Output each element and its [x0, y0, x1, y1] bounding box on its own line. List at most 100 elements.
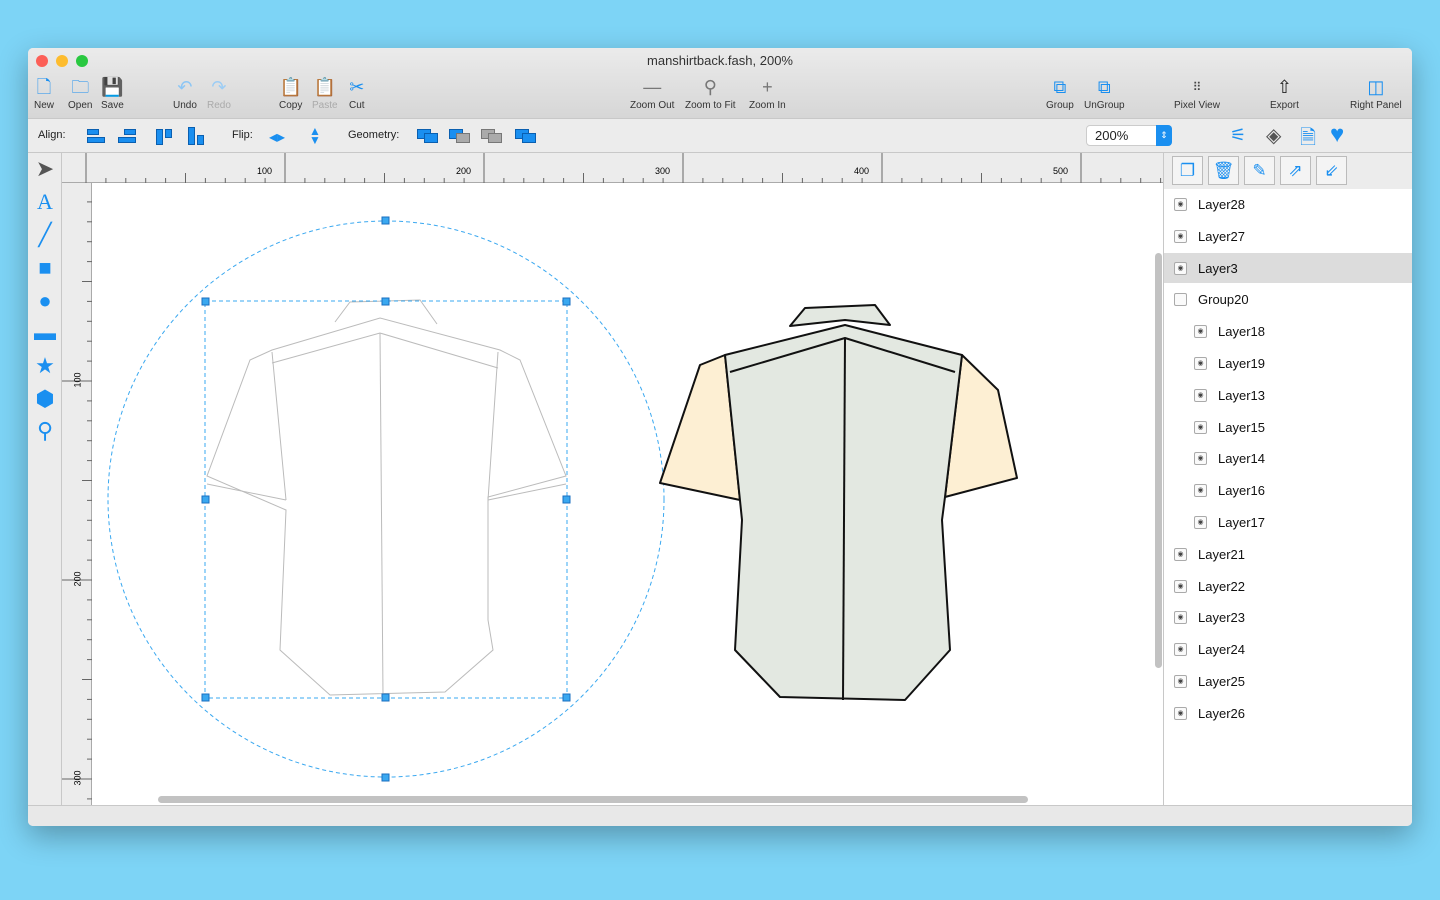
union-button[interactable] [417, 127, 439, 145]
duplicate-layer-button[interactable]: ❐ [1172, 156, 1203, 185]
zoom-button[interactable] [76, 55, 88, 67]
intersect-button[interactable] [481, 127, 503, 145]
eye-icon[interactable]: ◉ [1174, 706, 1187, 720]
ungroup-button[interactable]: ⧉ UnGroup [1084, 74, 1125, 111]
new-file-icon: 🗋 [36, 77, 52, 97]
ellipse-tool[interactable]: ● [38, 288, 52, 313]
layer-name: Layer15 [1218, 419, 1265, 435]
checkbox[interactable] [1174, 293, 1187, 307]
undo-button[interactable]: ↶ Undo [173, 74, 197, 111]
star-tool[interactable]: ★ [35, 353, 55, 378]
pointer-tool[interactable]: ➤ [35, 156, 55, 181]
selection-handles[interactable] [201, 216, 571, 782]
layer-item[interactable]: Group20 [1164, 284, 1412, 314]
layer-item[interactable]: ◉ Layer27 [1164, 221, 1412, 251]
eye-icon[interactable]: ◉ [1174, 643, 1187, 657]
close-button[interactable] [36, 55, 48, 67]
layer-item[interactable]: ◉ Layer19 [1164, 348, 1412, 378]
minimize-button[interactable] [56, 55, 68, 67]
ruler-label: 300 [655, 166, 671, 176]
geometry-label: Geometry: [348, 129, 400, 141]
eye-icon[interactable]: ◉ [1194, 325, 1207, 339]
layer-item[interactable]: ◉ Layer24 [1164, 634, 1412, 664]
horizontal-scrollbar[interactable] [158, 796, 1028, 803]
import-layer-icon[interactable]: ⇙ [1316, 156, 1347, 185]
group-icon: ⧉ [1053, 77, 1067, 97]
collar[interactable] [789, 304, 891, 327]
export-button[interactable]: ⇧ Export [1270, 74, 1299, 111]
document-icon[interactable]: 🗎 [1300, 127, 1317, 149]
group-button[interactable]: ⧉ Group [1046, 74, 1074, 111]
text-tool[interactable]: A [37, 189, 53, 214]
zoom-out-button[interactable]: — Zoom Out [630, 74, 674, 111]
layer-item[interactable]: ◉ Layer13 [1164, 380, 1412, 410]
rectangle-tool[interactable]: ■ [38, 255, 52, 280]
align-label: Align: [38, 129, 66, 141]
eye-icon[interactable]: ◉ [1174, 579, 1187, 593]
cut-button[interactable]: ✂ Cut [349, 74, 365, 111]
zoom-select[interactable]: 200% ⇕ [1086, 125, 1172, 146]
layer-item[interactable]: ◉ Layer16 [1164, 475, 1412, 505]
eye-icon[interactable]: ◉ [1174, 547, 1187, 561]
layer-item[interactable]: ◉ Layer28 [1164, 189, 1412, 219]
trash-icon[interactable]: 🗑 [1208, 156, 1239, 185]
zoom-tool[interactable]: ⚲ [36, 418, 54, 443]
eye-icon[interactable]: ◉ [1194, 516, 1207, 529]
layer-item[interactable]: ◉ Layer26 [1164, 698, 1412, 728]
layer-item[interactable]: ◉ Layer15 [1164, 412, 1412, 442]
export-layer-icon[interactable]: ⇗ [1280, 156, 1311, 185]
settings-sliders-icon[interactable]: ⚟ [1230, 125, 1247, 145]
layer-item[interactable]: ◉ Layer18 [1164, 316, 1412, 346]
right-panel-button[interactable]: ◫ Right Panel [1350, 74, 1402, 111]
polygon-tool[interactable]: ⬢ [35, 386, 55, 411]
exclude-button[interactable] [515, 127, 537, 145]
copy-button[interactable]: 📋 Copy [279, 74, 302, 111]
layer-item[interactable]: ◉ Layer21 [1164, 539, 1412, 569]
layer-name: Layer3 [1198, 260, 1238, 276]
paste-button[interactable]: 📋 Paste [312, 74, 338, 111]
drawing-canvas[interactable] [92, 183, 1163, 805]
layers-icon[interactable]: ◈ [1266, 125, 1282, 147]
eye-icon[interactable]: ◉ [1194, 452, 1207, 466]
flip-vertical-button[interactable]: ▲ ▼ [309, 124, 321, 147]
vertical-scrollbar[interactable] [1155, 253, 1162, 668]
eye-icon[interactable]: ◉ [1174, 675, 1187, 688]
save-button[interactable]: 💾 Save [101, 74, 124, 111]
eye-icon[interactable]: ◉ [1194, 420, 1207, 434]
eye-icon[interactable]: ◉ [1174, 229, 1187, 243]
layer-item[interactable]: ◉ Layer14 [1164, 443, 1412, 473]
subtract-button[interactable] [449, 127, 471, 145]
eye-icon[interactable]: ◉ [1194, 388, 1207, 402]
zoom-in-button[interactable]: + Zoom In [749, 74, 786, 111]
layer-item[interactable]: ◉ Layer25 [1164, 666, 1412, 696]
export-icon: ⇧ [1276, 77, 1292, 97]
align-left-button[interactable] [85, 127, 107, 145]
flip-horizontal-button[interactable]: ◂▸ [269, 129, 286, 146]
layer-item[interactable]: ◉ Layer17 [1164, 507, 1412, 537]
clipboard-icon: 📋 [279, 77, 302, 97]
eye-icon[interactable]: ◉ [1194, 357, 1207, 370]
zoom-fit-button[interactable]: ⚲ Zoom to Fit [685, 74, 736, 111]
shirt-back-filled[interactable] [659, 304, 1018, 701]
redo-button[interactable]: ↷ Redo [207, 74, 231, 111]
rounded-rect-tool[interactable]: ▬ [34, 320, 56, 345]
eye-icon[interactable]: ◉ [1194, 484, 1207, 498]
folder-icon: 🗀 [71, 77, 90, 97]
open-button[interactable]: 🗀 Open [68, 74, 92, 111]
pencil-icon[interactable]: ✎ [1244, 156, 1275, 185]
selected-shirt-outline[interactable] [206, 299, 567, 696]
align-bottom-button[interactable] [186, 127, 208, 145]
layer-item[interactable]: ◉ Layer23 [1164, 602, 1412, 632]
new-button[interactable]: 🗋 New [34, 74, 54, 111]
pixel-view-button[interactable]: ⠿ Pixel View [1174, 74, 1220, 111]
align-top-button[interactable] [154, 127, 176, 145]
line-tool[interactable]: ╱ [38, 222, 52, 247]
align-right-button[interactable] [116, 127, 138, 145]
eye-icon[interactable]: ◉ [1174, 611, 1187, 625]
layer-item[interactable]: ◉ Layer22 [1164, 571, 1412, 601]
eye-icon[interactable]: ◉ [1174, 198, 1187, 211]
eye-icon[interactable]: ◉ [1174, 261, 1187, 275]
heart-icon[interactable]: ♥ [1330, 121, 1345, 148]
layer-name: Layer17 [1218, 515, 1265, 530]
layer-item[interactable]: ◉ Layer3 [1164, 252, 1412, 283]
